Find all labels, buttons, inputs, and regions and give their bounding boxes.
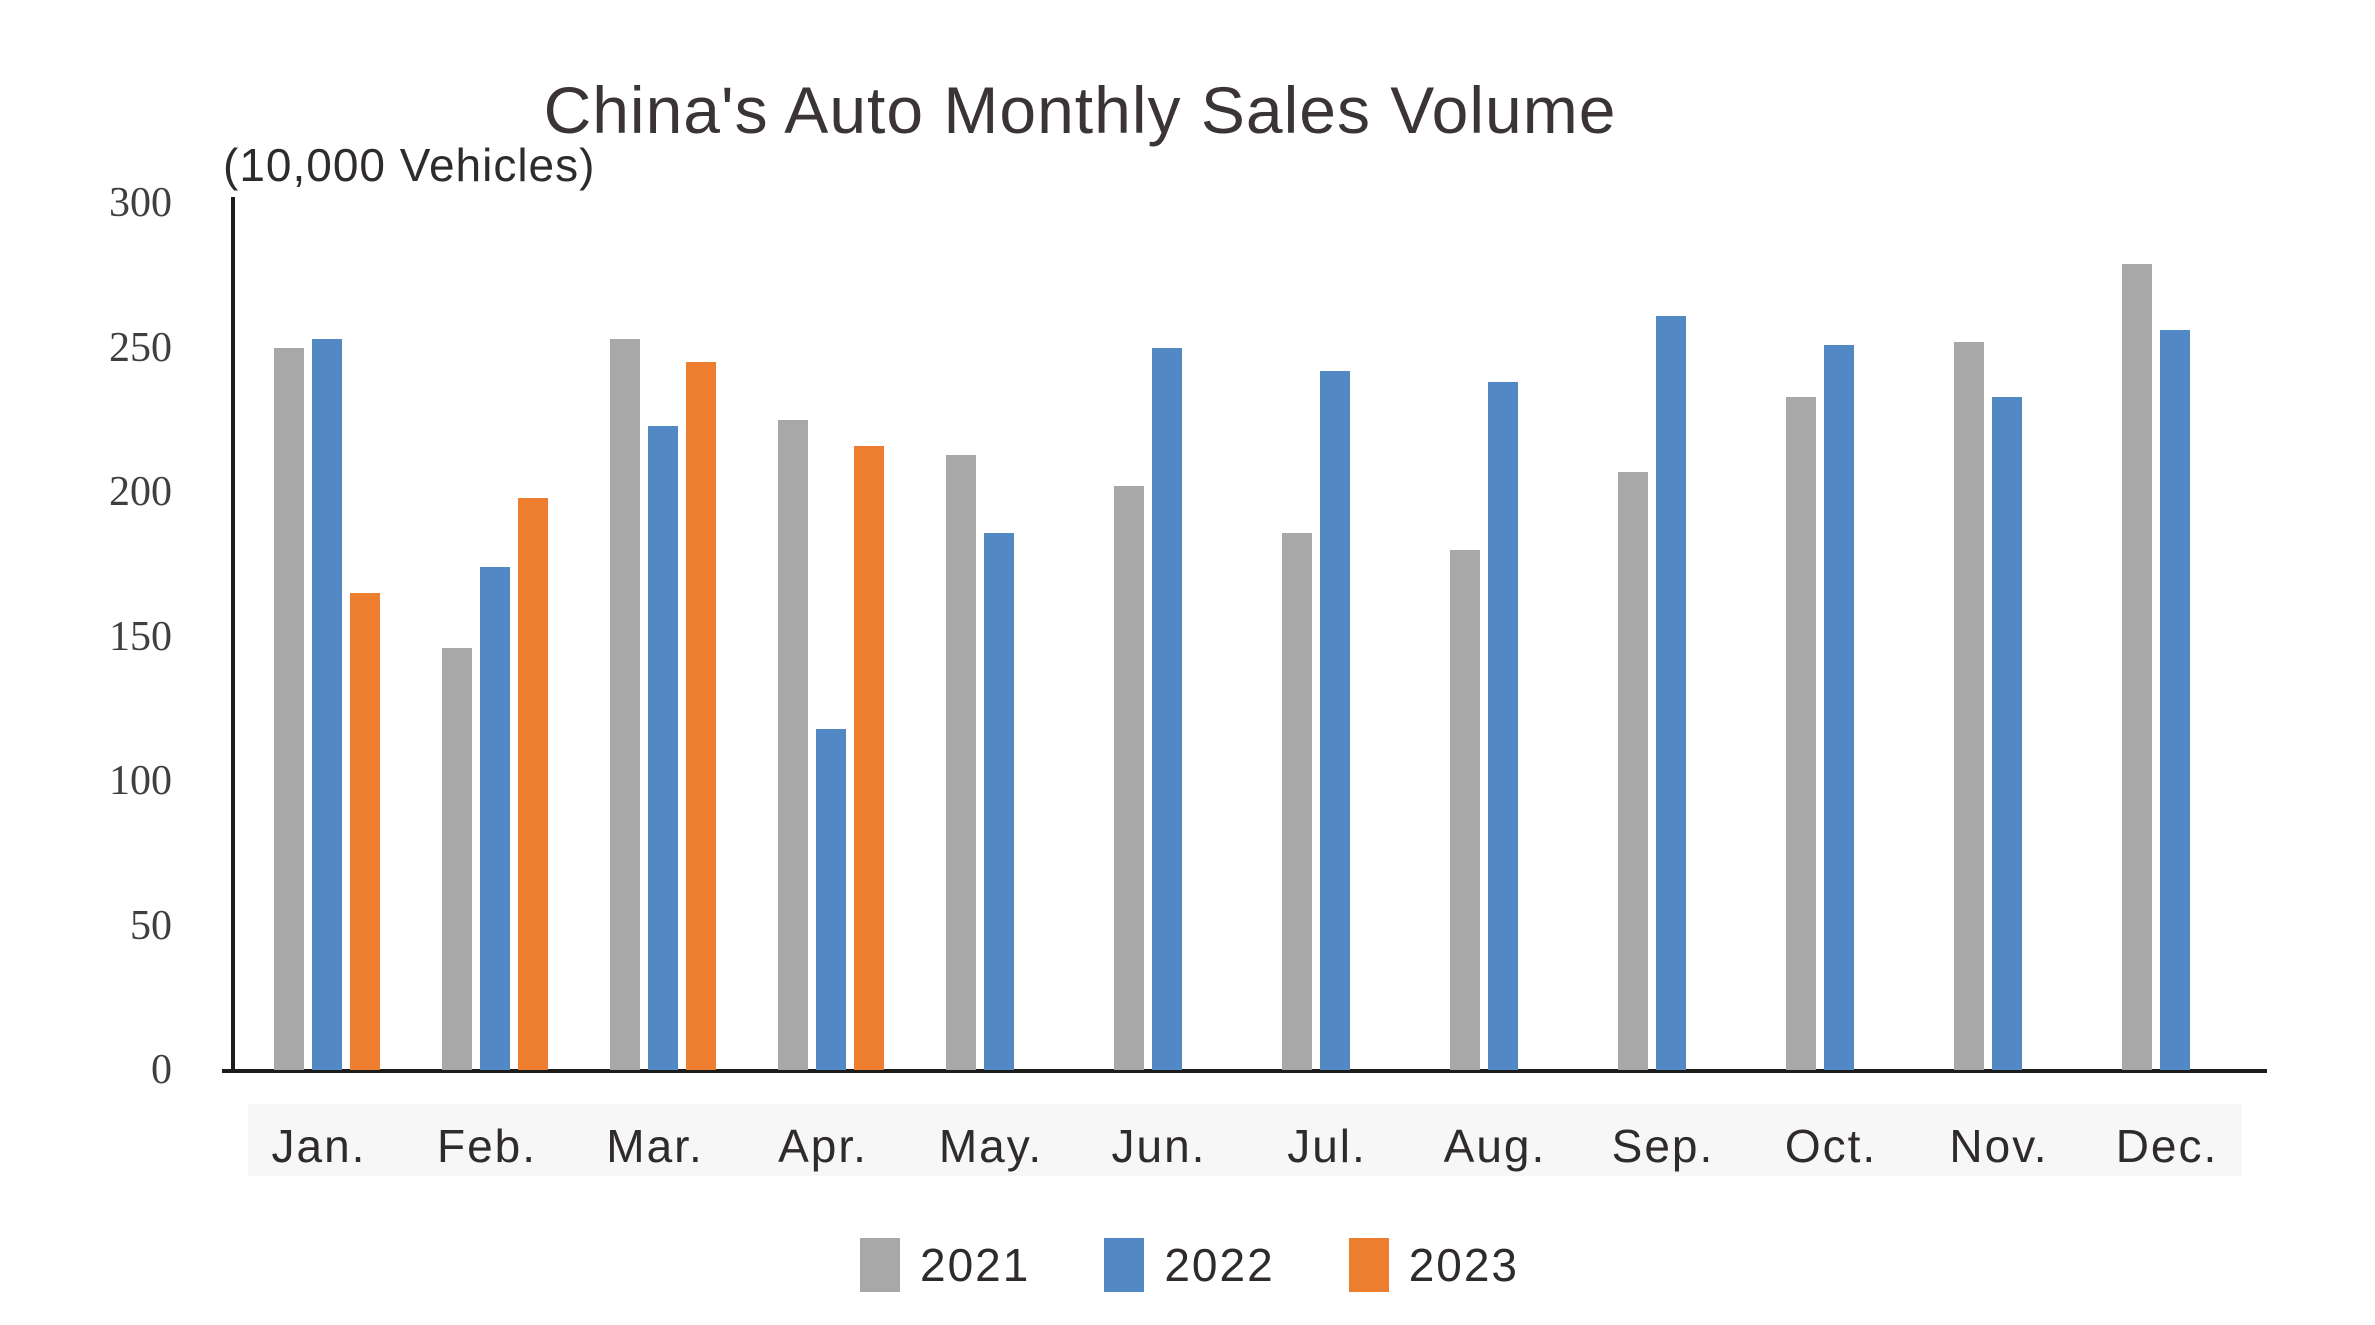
bar-2022-sep xyxy=(1656,316,1686,1070)
x-tick-label-nov: Nov. xyxy=(1949,1120,2049,1172)
bar-2022-may xyxy=(984,533,1014,1070)
y-axis-line xyxy=(231,197,235,1073)
bar-2021-mar xyxy=(610,339,640,1070)
x-tick-label-mar: Mar. xyxy=(606,1120,704,1172)
x-tick-label-feb: Feb. xyxy=(436,1120,538,1172)
bar-2021-jan xyxy=(274,348,304,1070)
bar-2022-apr xyxy=(816,729,846,1070)
x-tick-label-dec: Dec. xyxy=(2115,1120,2219,1172)
bar-2022-mar xyxy=(648,426,678,1070)
legend-label-2021: 2021 xyxy=(920,1239,1031,1291)
y-tick-label: 100 xyxy=(109,758,172,805)
bar-2022-jul xyxy=(1320,371,1350,1070)
bar-2021-feb xyxy=(442,648,472,1070)
bar-2022-jan xyxy=(312,339,342,1070)
bar-2021-apr xyxy=(778,420,808,1070)
bar-2021-nov xyxy=(1954,342,1984,1070)
legend-item-2021: 2021 xyxy=(860,1238,1030,1292)
y-tick-label: 150 xyxy=(109,613,172,660)
x-tick-label-apr: Apr. xyxy=(778,1120,868,1172)
legend-swatch-2023 xyxy=(1348,1238,1389,1292)
bar-2022-dec xyxy=(2160,330,2190,1070)
bar-2023-apr xyxy=(854,446,884,1070)
y-tick-label: 0 xyxy=(151,1047,172,1093)
x-axis-line xyxy=(222,1069,2267,1073)
chart-title: China's Auto Monthly Sales Volume xyxy=(543,73,1617,147)
y-tick-label: 250 xyxy=(109,324,172,371)
x-tick-label-may: May. xyxy=(938,1120,1044,1172)
legend-item-2023: 2023 xyxy=(1348,1238,1520,1292)
bar-2021-jun xyxy=(1114,486,1144,1070)
legend-label-2022: 2022 xyxy=(1164,1239,1275,1291)
x-tick-label-sep: Sep. xyxy=(1611,1120,1715,1172)
x-tick-label-oct: Oct. xyxy=(1784,1120,1878,1172)
bar-2022-jun xyxy=(1152,348,1182,1070)
bar-2021-aug xyxy=(1450,550,1480,1070)
bar-2022-aug xyxy=(1488,382,1518,1070)
legend: 2021 2022 2023 xyxy=(860,1238,1519,1292)
y-tick-label: 50 xyxy=(130,902,172,949)
bar-2022-nov xyxy=(1992,397,2022,1070)
bar-2021-may xyxy=(946,455,976,1070)
legend-swatch-2021 xyxy=(860,1238,900,1292)
legend-item-2022: 2022 xyxy=(1104,1238,1274,1292)
bar-2023-jan xyxy=(350,593,380,1070)
bar-2021-jul xyxy=(1282,533,1312,1070)
bar-2021-oct xyxy=(1786,397,1816,1070)
legend-swatch-2022 xyxy=(1104,1238,1145,1292)
bar-2023-feb xyxy=(518,498,548,1070)
x-tick-label-jun: Jun. xyxy=(1111,1120,1207,1172)
bar-2022-feb xyxy=(480,567,510,1070)
bar-2022-oct xyxy=(1824,345,1854,1070)
x-tick-label-jul: Jul. xyxy=(1287,1120,1367,1172)
y-tick-label: 200 xyxy=(109,469,172,516)
y-tick-label: 300 xyxy=(109,180,172,227)
legend-label-2023: 2023 xyxy=(1408,1239,1520,1291)
y-axis-unit-label: (10,000 Vehicles) xyxy=(223,139,596,191)
bar-2021-dec xyxy=(2122,264,2152,1070)
x-tick-label-jan: Jan. xyxy=(271,1120,367,1172)
x-axis-label-strip xyxy=(248,1104,2242,1176)
x-tick-label-aug: Aug. xyxy=(1443,1120,1547,1172)
bar-2021-sep xyxy=(1618,472,1648,1070)
bar-2023-mar xyxy=(686,362,716,1070)
